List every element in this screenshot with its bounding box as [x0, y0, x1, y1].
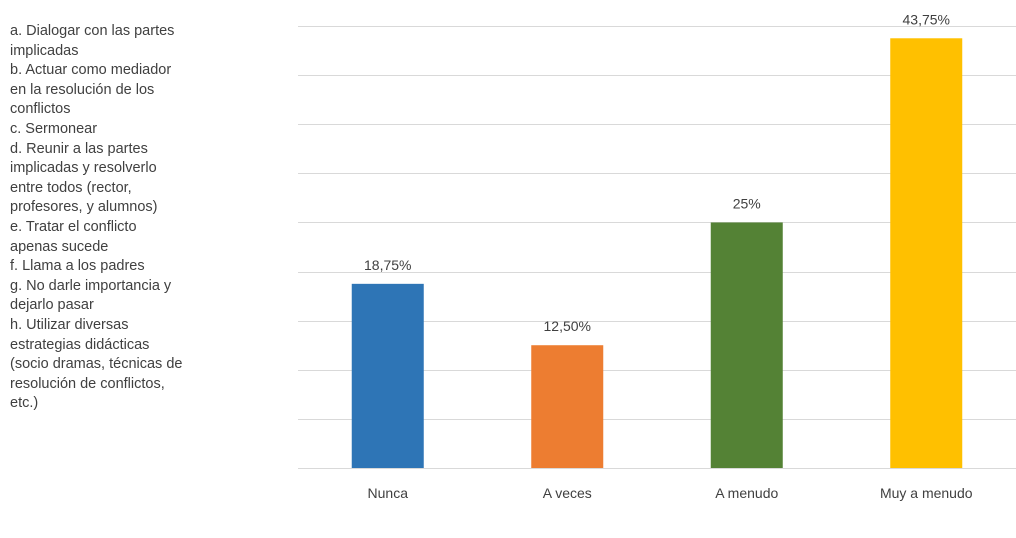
x-axis-ticks: Nunca A veces A menudo Muy a menudo	[368, 485, 973, 501]
data-label: 12,50%	[544, 318, 591, 334]
legend-line: apenas sucede	[10, 238, 109, 255]
x-tick-label: A veces	[543, 485, 592, 501]
legend-line: (socio dramas, técnicas de	[10, 356, 183, 373]
question-options-list: a. Dialogar con las partes implicadas b. A…	[10, 22, 260, 414]
bar	[531, 345, 604, 468]
bar	[710, 222, 783, 468]
legend-line: a. Dialogar con las partes	[10, 23, 175, 39]
legend-line: g. No darle importancia y	[10, 277, 172, 294]
legend-line: estrategias didácticas	[10, 336, 150, 353]
legend-line: d. Reunir a las partes	[10, 140, 148, 157]
legend-line: f. Llama a los padres	[10, 258, 145, 275]
data-label: 25%	[733, 195, 761, 211]
legend-line: dejarlo pasar	[10, 297, 94, 314]
legend-line: entre todos (rector,	[10, 179, 132, 196]
legend-line: implicadas y resolverlo	[10, 160, 157, 177]
bar	[351, 283, 424, 468]
bar	[890, 38, 963, 469]
legend-line: e. Tratar el conflicto	[10, 218, 137, 235]
legend-line: etc.)	[10, 395, 39, 412]
legend-line: implicadas	[10, 42, 79, 59]
legend-line: conflictos	[10, 101, 71, 118]
legend-line: h. Utilizar diversas	[10, 316, 129, 333]
legend-line: profesores, y alumnos)	[10, 199, 158, 216]
data-label: 43,75%	[903, 11, 950, 27]
legend-line: resolución de conflictos,	[10, 375, 165, 392]
data-label: 18,75%	[364, 257, 411, 273]
x-tick-label: Muy a menudo	[880, 485, 973, 501]
legend-line: b. Actuar como mediador	[10, 62, 172, 79]
legend-line: c. Sermonear	[10, 120, 98, 137]
bars	[351, 38, 963, 469]
x-tick-label: Nunca	[368, 485, 409, 501]
x-tick-label: A menudo	[715, 485, 778, 501]
data-labels: 18,75% 12,50% 25% 43,75%	[364, 11, 950, 334]
legend-line: en la resolución de los	[10, 81, 155, 98]
